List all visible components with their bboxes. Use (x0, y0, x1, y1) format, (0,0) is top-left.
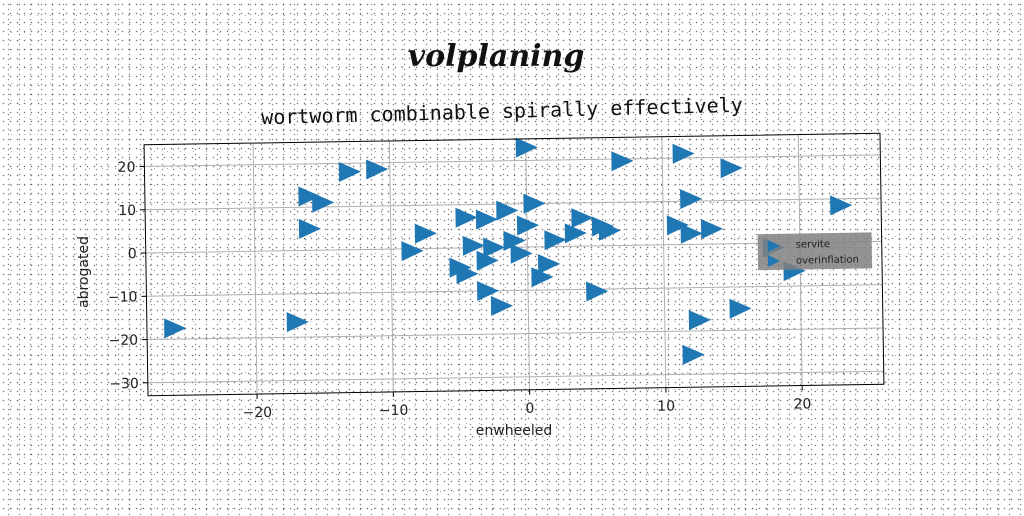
x-grid-line (253, 143, 257, 394)
y-grid-line (147, 328, 883, 340)
y-tick-label: 10 (118, 203, 136, 219)
scatter-point (287, 312, 309, 332)
scatter-point (477, 281, 499, 301)
scatter-point (516, 137, 538, 157)
scatter-point (672, 143, 694, 163)
scatter-point (164, 318, 186, 338)
scatter-point (366, 159, 388, 179)
data-points (161, 132, 854, 373)
x-tick-label: 10 (657, 398, 675, 414)
scatter-point (476, 209, 498, 229)
y-grid-line (146, 285, 882, 297)
y-tick-label: −10 (108, 289, 138, 305)
scatter-point (544, 230, 566, 250)
y-axis-label: abrogated (76, 236, 92, 308)
y-tick-label: −20 (108, 333, 138, 349)
x-axis-label: enwheeled (476, 423, 552, 439)
scatter-point (463, 235, 485, 255)
plot-area: −20 −10 0 10 20 −30 −20 −10 0 10 20 servite overin… (106, 132, 885, 423)
scatter-point (496, 200, 518, 220)
scatter-point (701, 219, 723, 239)
scatter-point (611, 151, 633, 171)
chart-title: wortworm combinable spirally effectively (261, 93, 743, 130)
scatter-point (510, 243, 532, 263)
scatter-point (538, 254, 560, 274)
x-grid-line (526, 139, 530, 390)
scatter-point (586, 281, 608, 301)
scatter-point (483, 237, 505, 257)
scatter-point (517, 215, 539, 235)
scatter-point (681, 223, 703, 243)
scatter-point (491, 296, 513, 316)
scatter-point (415, 223, 437, 243)
scatter-point (720, 158, 742, 178)
scatter-point (689, 310, 711, 330)
legend: servite overinflation (758, 232, 873, 270)
x-tick-label: −20 (242, 405, 272, 421)
x-tick-label: 20 (793, 396, 811, 412)
y-grid-line (145, 198, 881, 210)
y-grid-line (148, 371, 884, 383)
y-tick-label: 20 (117, 160, 135, 176)
x-grid-line (662, 137, 666, 388)
y-tick-label: 0 (128, 246, 137, 262)
scatter-point (299, 219, 321, 239)
scatter-point (523, 193, 545, 213)
scatter-point (680, 189, 702, 209)
scatter-point (401, 241, 423, 261)
scatter-point (729, 298, 751, 318)
scatter-point (599, 220, 621, 240)
x-tick-label: −10 (379, 403, 409, 419)
scatter-point (339, 162, 361, 182)
scatter-point (571, 208, 593, 228)
scatter-point (682, 345, 704, 365)
x-grid-line (389, 141, 393, 392)
y-grid-line (144, 155, 880, 167)
x-tick-label: 0 (525, 401, 534, 417)
figure-suptitle: volplaning (408, 39, 585, 74)
scatter-point (830, 195, 852, 215)
scatter-point (455, 207, 477, 227)
y-tick-label: −30 (109, 376, 139, 392)
legend-label-overinflation: overinflation (796, 255, 859, 267)
legend-label-servite: servite (796, 239, 830, 251)
